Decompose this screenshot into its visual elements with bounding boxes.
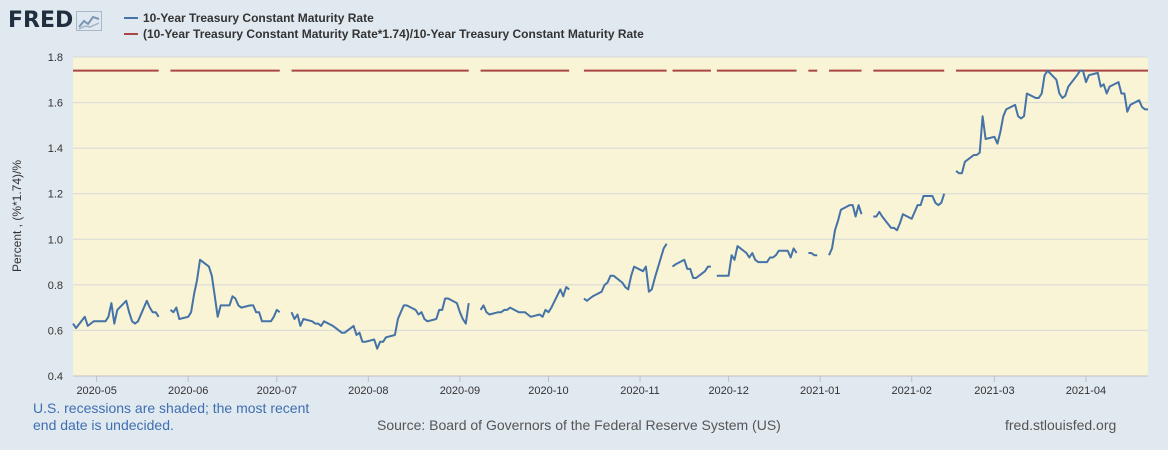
y-tick-label: 1.0 bbox=[48, 234, 63, 246]
legend-label-series2: (10-Year Treasury Constant Maturity Rate… bbox=[143, 27, 644, 41]
series-treasury-segment bbox=[72, 299, 160, 330]
x-tick-label: 2020-05 bbox=[76, 385, 116, 397]
series-treasury-rate bbox=[72, 69, 1148, 350]
line-chart-icon bbox=[76, 10, 103, 31]
x-tick-label: 2021-03 bbox=[974, 385, 1014, 397]
series-treasury-segment bbox=[955, 69, 1148, 175]
legend-swatch-series1 bbox=[124, 17, 138, 19]
chart-legend: 10-Year Treasury Constant Maturity Rate … bbox=[124, 10, 644, 42]
series-treasury-segment bbox=[808, 252, 818, 257]
y-axis-label: Percent , (%*1.74)/% bbox=[10, 160, 24, 272]
series-treasury-segment bbox=[828, 204, 863, 256]
x-tick-label: 2020-07 bbox=[257, 385, 297, 397]
x-tick-label: 2020-09 bbox=[440, 385, 480, 397]
y-tick-label: 0.6 bbox=[48, 325, 63, 337]
x-tick-label: 2021-02 bbox=[892, 385, 932, 397]
y-tick-label: 1.2 bbox=[48, 189, 63, 201]
x-axis-ticks: 2020-05 2020-06 2020-07 2020-08 2020-09 2020-… bbox=[76, 376, 1106, 397]
gridlines bbox=[73, 56, 1148, 331]
legend-entry-series1[interactable]: 10-Year Treasury Constant Maturity Rate bbox=[124, 10, 644, 26]
recession-note-line2: end date is undecided. bbox=[33, 417, 174, 433]
legend-label-series1: 10-Year Treasury Constant Maturity Rate bbox=[143, 11, 374, 25]
series-group bbox=[72, 69, 1148, 350]
recession-note-line1: U.S. recessions are shaded; the most rec… bbox=[33, 400, 310, 416]
recession-note: U.S. recessions are shaded; the most rec… bbox=[33, 400, 333, 434]
series-treasury-segment bbox=[716, 245, 798, 277]
legend-swatch-series2 bbox=[124, 33, 138, 35]
series-treasury-segment bbox=[290, 297, 470, 350]
fred-logo-text: FRED bbox=[8, 8, 74, 33]
x-tick-label: 2020-10 bbox=[528, 385, 568, 397]
y-axis-ticks: 0.4 0.6 0.8 1.0 1.2 1.4 1.6 1.8 bbox=[48, 52, 63, 383]
series-treasury-segment bbox=[479, 286, 570, 318]
x-tick-label: 2020-08 bbox=[348, 385, 388, 397]
x-tick-label: 2020-11 bbox=[620, 385, 660, 397]
y-tick-label: 1.8 bbox=[48, 52, 63, 64]
y-tick-label: 0.8 bbox=[48, 280, 63, 292]
x-tick-label: 2020-12 bbox=[708, 385, 748, 397]
legend-entry-series2[interactable]: (10-Year Treasury Constant Maturity Rate… bbox=[124, 26, 644, 42]
series-treasury-segment bbox=[583, 243, 668, 302]
x-tick-label: 2021-01 bbox=[800, 385, 840, 397]
source-note: Source: Board of Governors of the Federa… bbox=[377, 417, 781, 433]
series-treasury-segment bbox=[873, 193, 946, 232]
fred-url-link[interactable]: fred.stlouisfed.org bbox=[1005, 417, 1117, 433]
series-treasury-segment bbox=[169, 258, 281, 323]
plot-area bbox=[73, 57, 1148, 376]
x-tick-label: 2020-06 bbox=[168, 385, 208, 397]
y-tick-label: 0.4 bbox=[48, 371, 63, 383]
y-tick-label: 1.6 bbox=[48, 98, 63, 110]
x-tick-label: 2021-04 bbox=[1066, 385, 1106, 397]
y-tick-label: 1.4 bbox=[48, 143, 63, 155]
fred-logo[interactable]: FRED bbox=[8, 8, 103, 33]
series-treasury-segment bbox=[671, 258, 711, 279]
